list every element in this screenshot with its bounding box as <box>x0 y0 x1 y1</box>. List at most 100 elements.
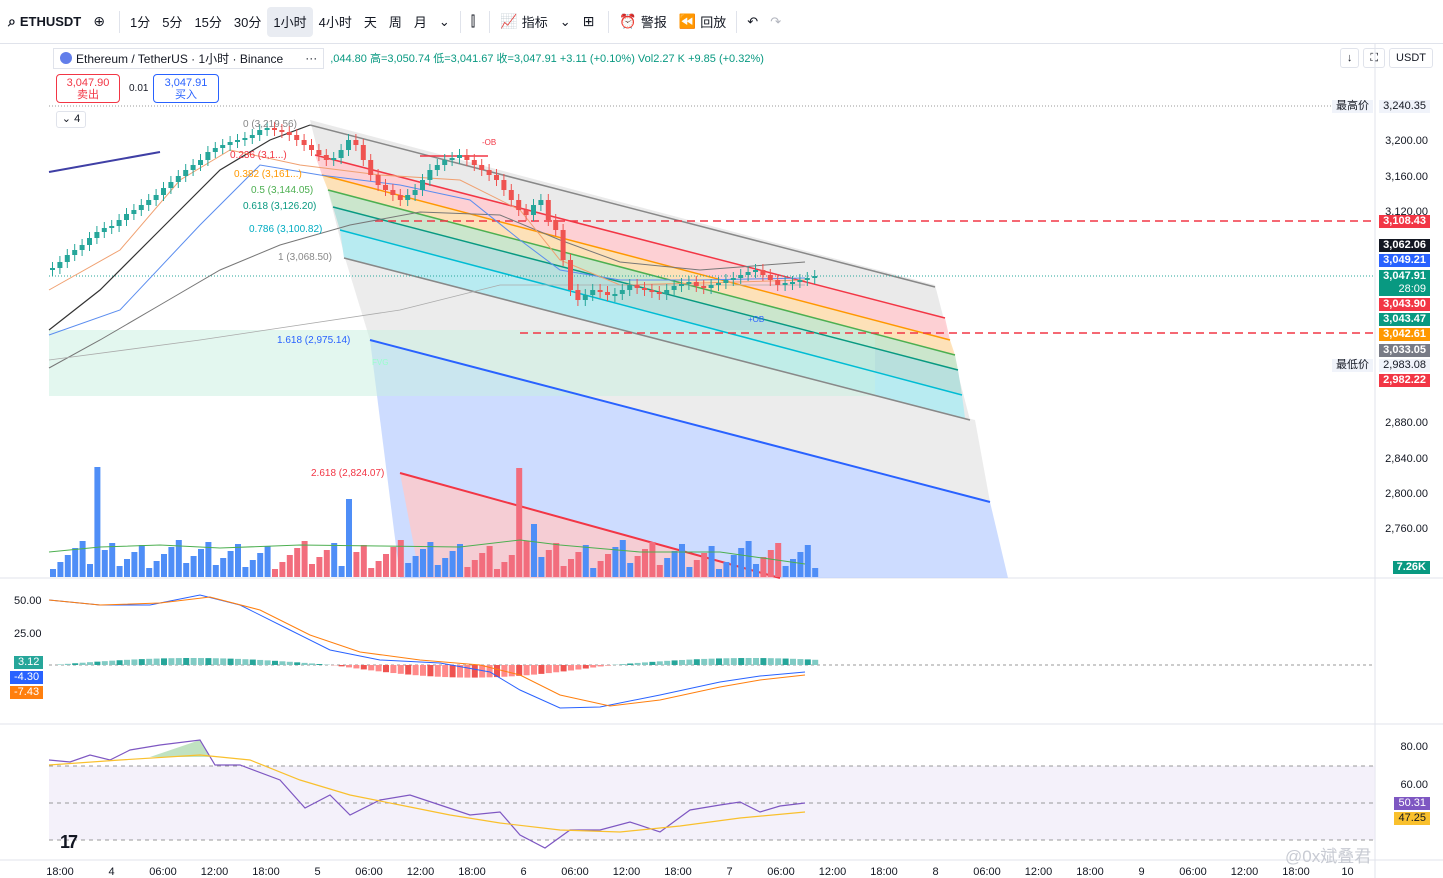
sell-price: 3,047.90 <box>66 77 110 89</box>
macd-bar <box>72 663 79 665</box>
indicators-dropdown[interactable]: ⌄ <box>554 7 577 37</box>
last-price: 3,047.91 <box>1383 270 1426 282</box>
macd-bar <box>442 665 449 678</box>
price-tag-3062: 3,062.06 <box>1379 239 1430 252</box>
channel-bottom-line[interactable] <box>343 257 971 421</box>
macd-bar <box>656 661 663 665</box>
symbol-search[interactable]: ⌕ ETHUSDT <box>0 7 87 37</box>
interval-1m[interactable]: 1分 <box>129 15 151 30</box>
symbol-title[interactable]: Ethereum / TetherUS · 1小时 · Binance ··· <box>53 47 325 69</box>
layouts-button[interactable]: ⊞ <box>577 7 605 37</box>
macd-bar <box>397 665 404 674</box>
macd-bar <box>131 659 138 665</box>
volume-bar <box>479 553 486 577</box>
volume-bar <box>264 546 271 577</box>
candle-body <box>457 155 462 158</box>
macd-bar <box>57 664 64 665</box>
candle-body <box>560 230 566 260</box>
rsi-line <box>48 739 806 849</box>
buy-button[interactable]: 3,047.91 买入 <box>153 74 219 103</box>
candle-body <box>257 130 263 135</box>
fib-line-2618[interactable] <box>399 472 781 579</box>
candlestick-series[interactable] <box>50 122 818 306</box>
candle-body <box>464 155 470 160</box>
time-tick: 9 <box>1138 866 1145 878</box>
macd-bar <box>168 658 175 665</box>
time-tick: 06:00 <box>561 866 589 878</box>
macd-bar <box>205 658 212 665</box>
candle-body <box>538 200 544 205</box>
interval-5m[interactable]: 5分 <box>162 15 183 30</box>
volume-bar <box>642 549 648 577</box>
candle-body <box>161 188 166 195</box>
low-label: 最低价 <box>1332 359 1373 372</box>
interval-4h[interactable]: 4小时 <box>318 15 352 30</box>
watermark: @0x斌叠君 <box>1285 847 1372 866</box>
collapse-indicators-button[interactable]: ⌄ 4 <box>56 111 86 128</box>
download-button[interactable]: ↓ <box>1339 48 1360 68</box>
volume-bar <box>272 569 278 577</box>
volume-bar <box>301 541 308 577</box>
candle-body <box>397 195 403 200</box>
volume-bar <box>220 558 227 577</box>
volume-bar <box>686 567 693 577</box>
compare-button[interactable]: ⊕ <box>87 7 115 37</box>
fib-line-786[interactable] <box>339 229 963 396</box>
replay-button[interactable]: ⏪ 回放 <box>673 7 732 37</box>
redo-button[interactable]: ↷ <box>764 7 787 37</box>
macd-line <box>48 594 806 709</box>
volume-bar <box>508 555 515 577</box>
volume-bar <box>227 551 234 577</box>
candle-body <box>442 160 448 165</box>
currency-select[interactable]: USDT <box>1389 48 1433 68</box>
volume-bar <box>131 552 138 577</box>
interval-1M[interactable]: 月 <box>413 15 427 30</box>
interval-1h[interactable]: 1小时 <box>267 6 313 37</box>
interval-1w[interactable]: 周 <box>388 15 402 30</box>
interval-15m[interactable]: 15分 <box>194 15 222 30</box>
price-tag-3043-47: 3,043.47 <box>1379 313 1430 326</box>
candle-body <box>294 135 300 140</box>
indicators-button[interactable]: 📈 指标 <box>494 7 553 37</box>
channel-top-line[interactable] <box>309 124 936 288</box>
ma-line-purple <box>48 151 161 173</box>
time-tick: 18:00 <box>1076 866 1104 878</box>
candle-body <box>730 278 736 280</box>
volume-bar <box>212 565 219 577</box>
fib-line-1618[interactable] <box>369 339 991 503</box>
candle-body <box>708 285 714 288</box>
fib-line-382[interactable] <box>321 174 951 341</box>
interval-30m[interactable]: 30分 <box>233 15 262 30</box>
macd-bar <box>412 665 419 676</box>
buy-price: 3,047.91 <box>164 77 208 89</box>
volume-bar <box>538 557 545 577</box>
candle-body <box>701 286 707 288</box>
sell-button[interactable]: 3,047.90 卖出 <box>56 74 120 103</box>
fullscreen-button[interactable]: ⛶ <box>1363 48 1386 68</box>
time-tick: 12:00 <box>1024 866 1053 878</box>
volume-bar <box>331 543 338 577</box>
macd-bar <box>568 665 574 671</box>
candle-body <box>590 290 596 295</box>
more-icon[interactable]: ··· <box>305 51 318 65</box>
candle-body <box>605 292 610 295</box>
interval-1d[interactable]: 天 <box>363 15 377 30</box>
candle-body <box>738 275 744 278</box>
fib-line-5[interactable] <box>327 189 956 356</box>
macd-bar <box>116 660 123 665</box>
undo-button[interactable]: ↶ <box>741 7 764 37</box>
time-tick: 5 <box>314 866 321 878</box>
volume-bar <box>279 562 286 577</box>
volume-bar <box>649 542 656 577</box>
macd-bar <box>87 662 93 665</box>
time-tick: 18:00 <box>664 866 692 878</box>
macd-bar <box>375 665 382 672</box>
volume-bar <box>523 541 530 577</box>
macd-bar <box>264 660 271 665</box>
macd-bar <box>575 665 582 670</box>
interval-dropdown[interactable]: ⌄ <box>433 7 456 37</box>
chart-type-button[interactable]: ⫿ <box>465 7 485 37</box>
arrow-down-icon: ↓ <box>1346 52 1353 64</box>
alert-button[interactable]: ⏰ 警报 <box>613 7 672 37</box>
